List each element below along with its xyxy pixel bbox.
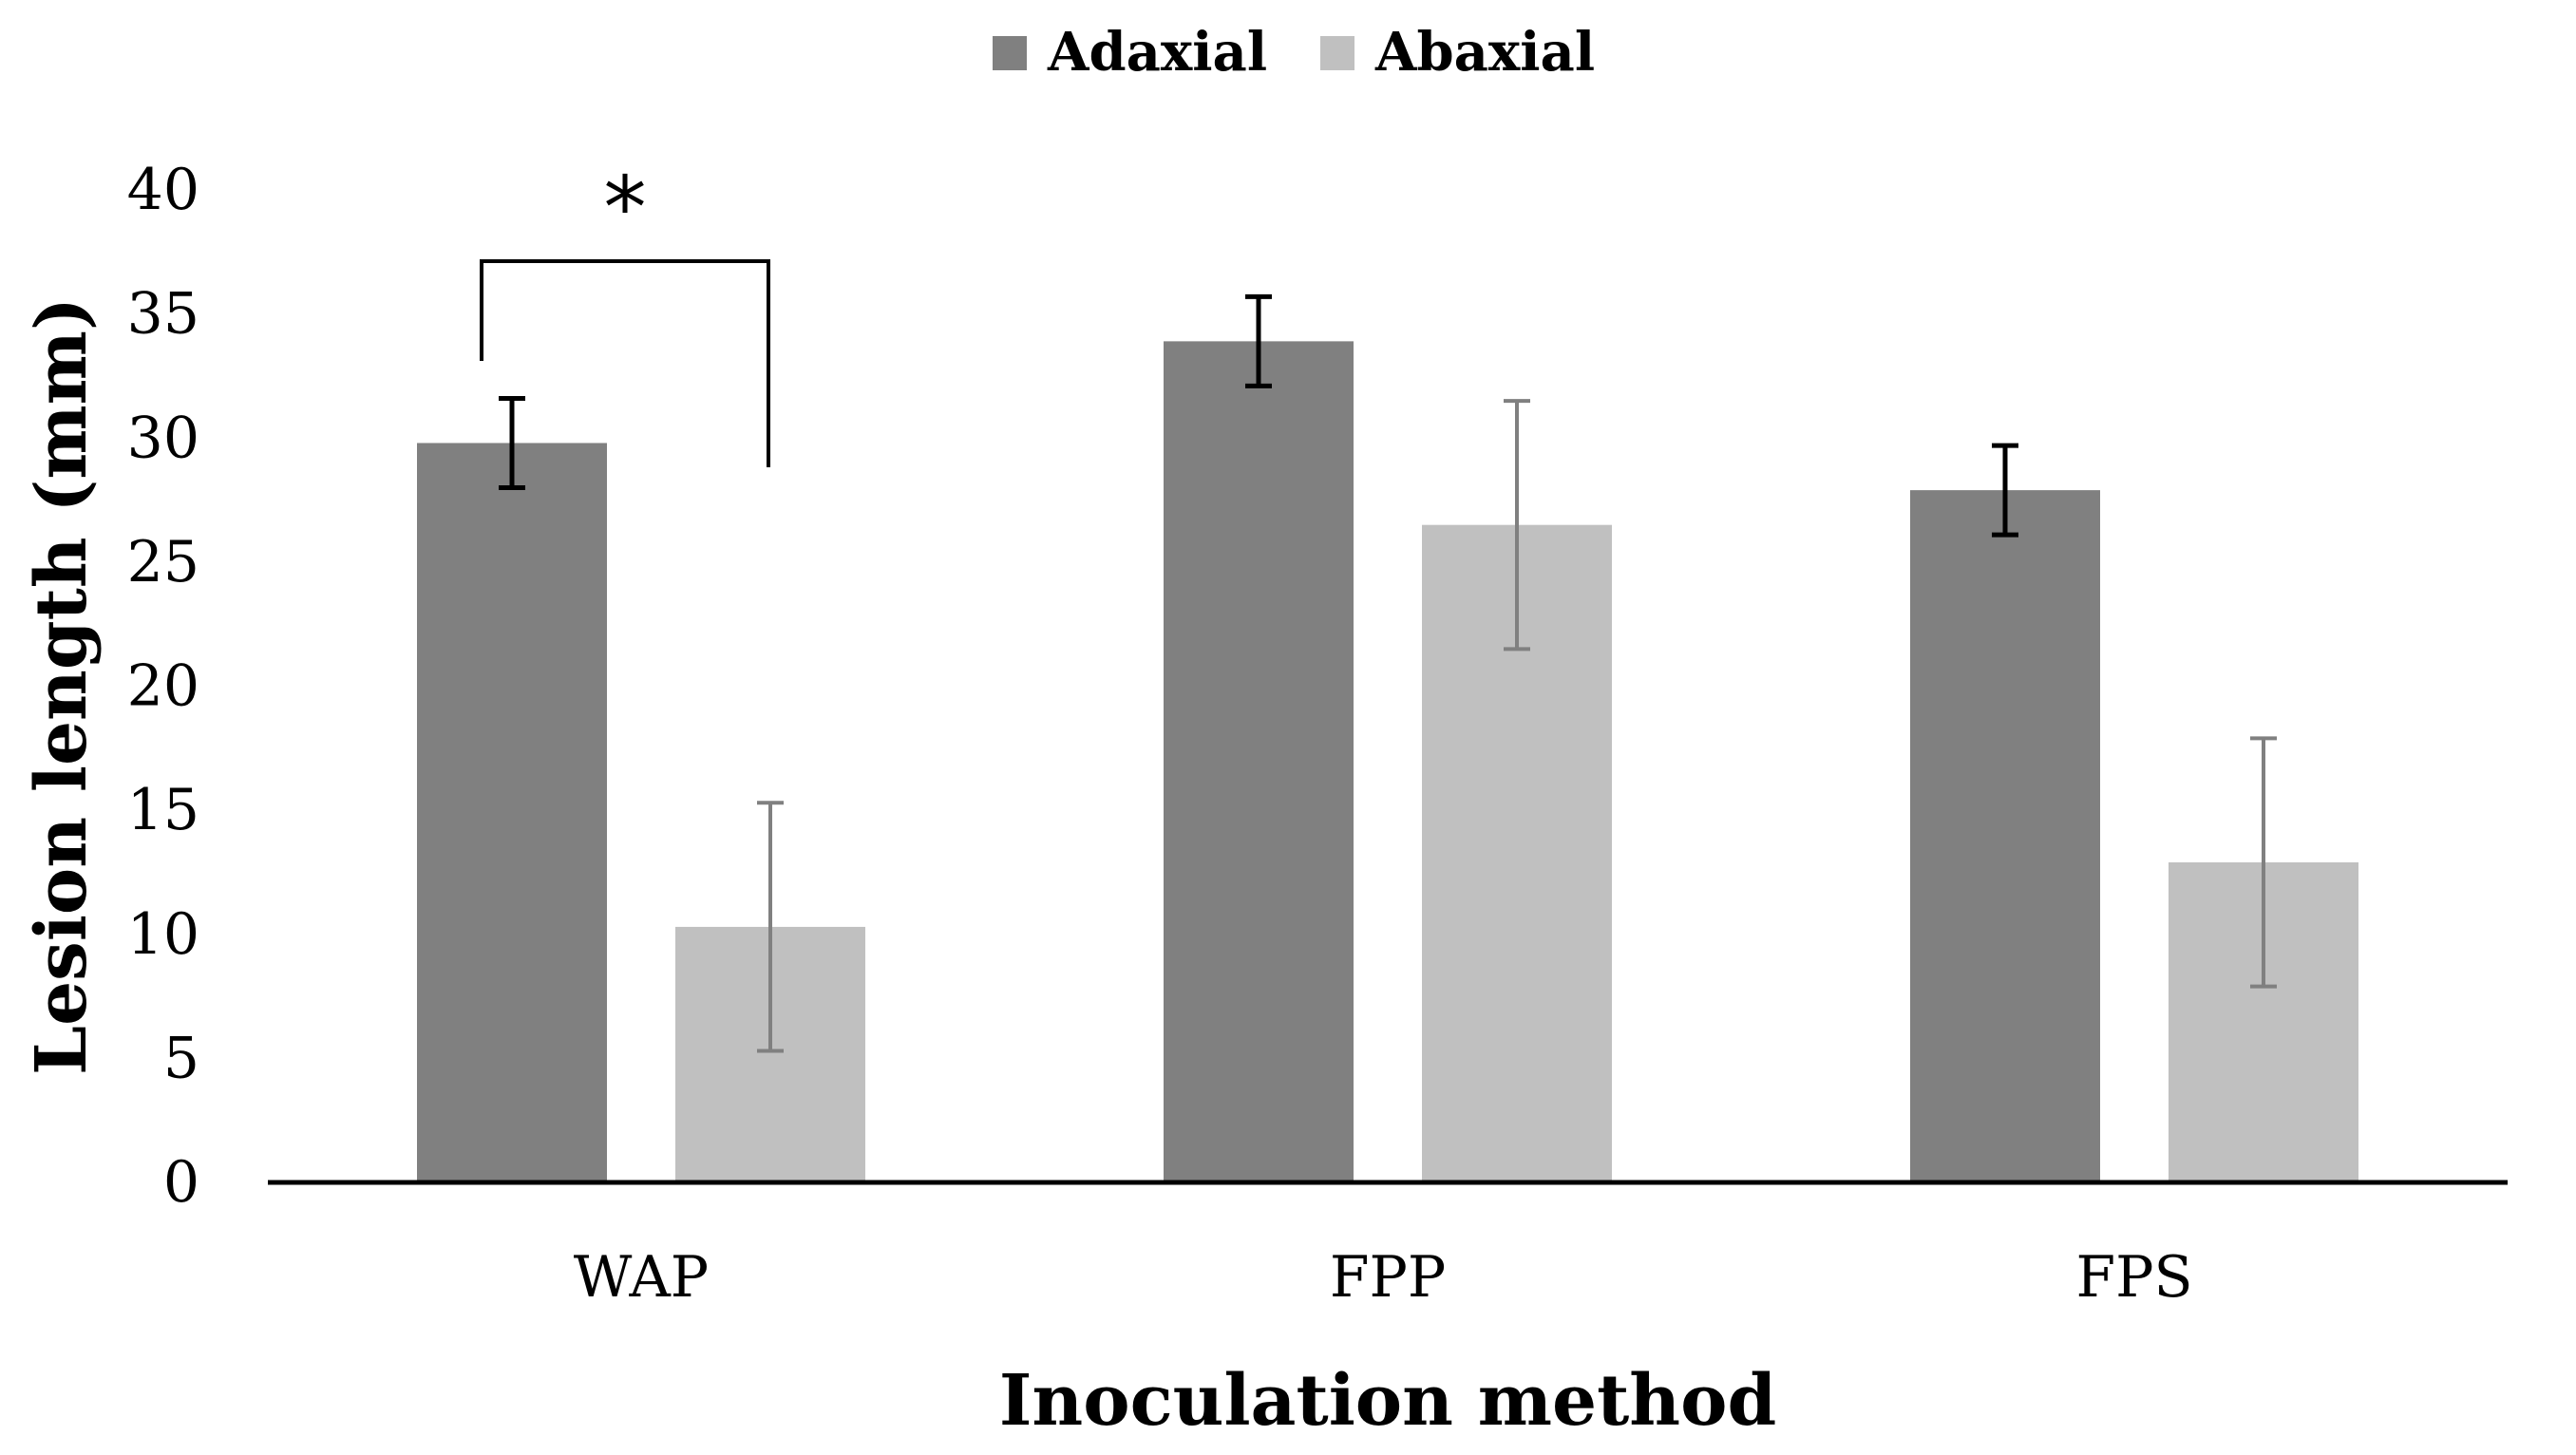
error-bar-adaxial-wap xyxy=(499,395,525,490)
x-tick-label: FPP xyxy=(1330,1244,1446,1311)
x-axis-title: Inoculation method xyxy=(999,1360,1776,1442)
error-bar-abaxial-wap xyxy=(757,801,784,1053)
x-tick-label: FPS xyxy=(2075,1244,2192,1311)
y-tick-label: 0 xyxy=(163,1149,199,1216)
y-tick-label: 30 xyxy=(127,405,199,471)
legend-label: Abaxial xyxy=(1374,21,1595,84)
significance-bracket: * xyxy=(480,159,770,467)
y-tick-label: 10 xyxy=(127,901,199,968)
significance-marker: * xyxy=(604,159,647,258)
legend-swatch xyxy=(993,36,1027,70)
significance-bracket-line xyxy=(480,259,770,467)
x-tick-label: WAP xyxy=(574,1244,709,1311)
legend-item-abaxial: Abaxial xyxy=(1320,21,1595,84)
error-bar-adaxial-fpp xyxy=(1245,293,1272,388)
legend-item-adaxial: Adaxial xyxy=(993,21,1267,84)
y-tick-label: 35 xyxy=(127,281,199,348)
y-tick-label: 15 xyxy=(127,777,199,843)
bar-adaxial-wap xyxy=(417,443,607,1183)
legend-label: Adaxial xyxy=(1047,21,1267,84)
y-tick-label: 20 xyxy=(127,653,199,720)
legend-swatch xyxy=(1320,36,1354,70)
y-tick-label: 25 xyxy=(127,529,199,595)
y-tick-label: 5 xyxy=(163,1025,199,1091)
error-bar-abaxial-fpp xyxy=(1504,399,1530,652)
bar-adaxial-fpp xyxy=(1164,341,1354,1182)
error-bar-adaxial-fps xyxy=(1992,443,2018,538)
error-bar-abaxial-fps xyxy=(2250,736,2277,989)
bar-adaxial-fps xyxy=(1910,490,2100,1182)
y-axis-title: Lesion length (mm) xyxy=(21,297,103,1075)
y-tick-label: 40 xyxy=(127,157,199,223)
